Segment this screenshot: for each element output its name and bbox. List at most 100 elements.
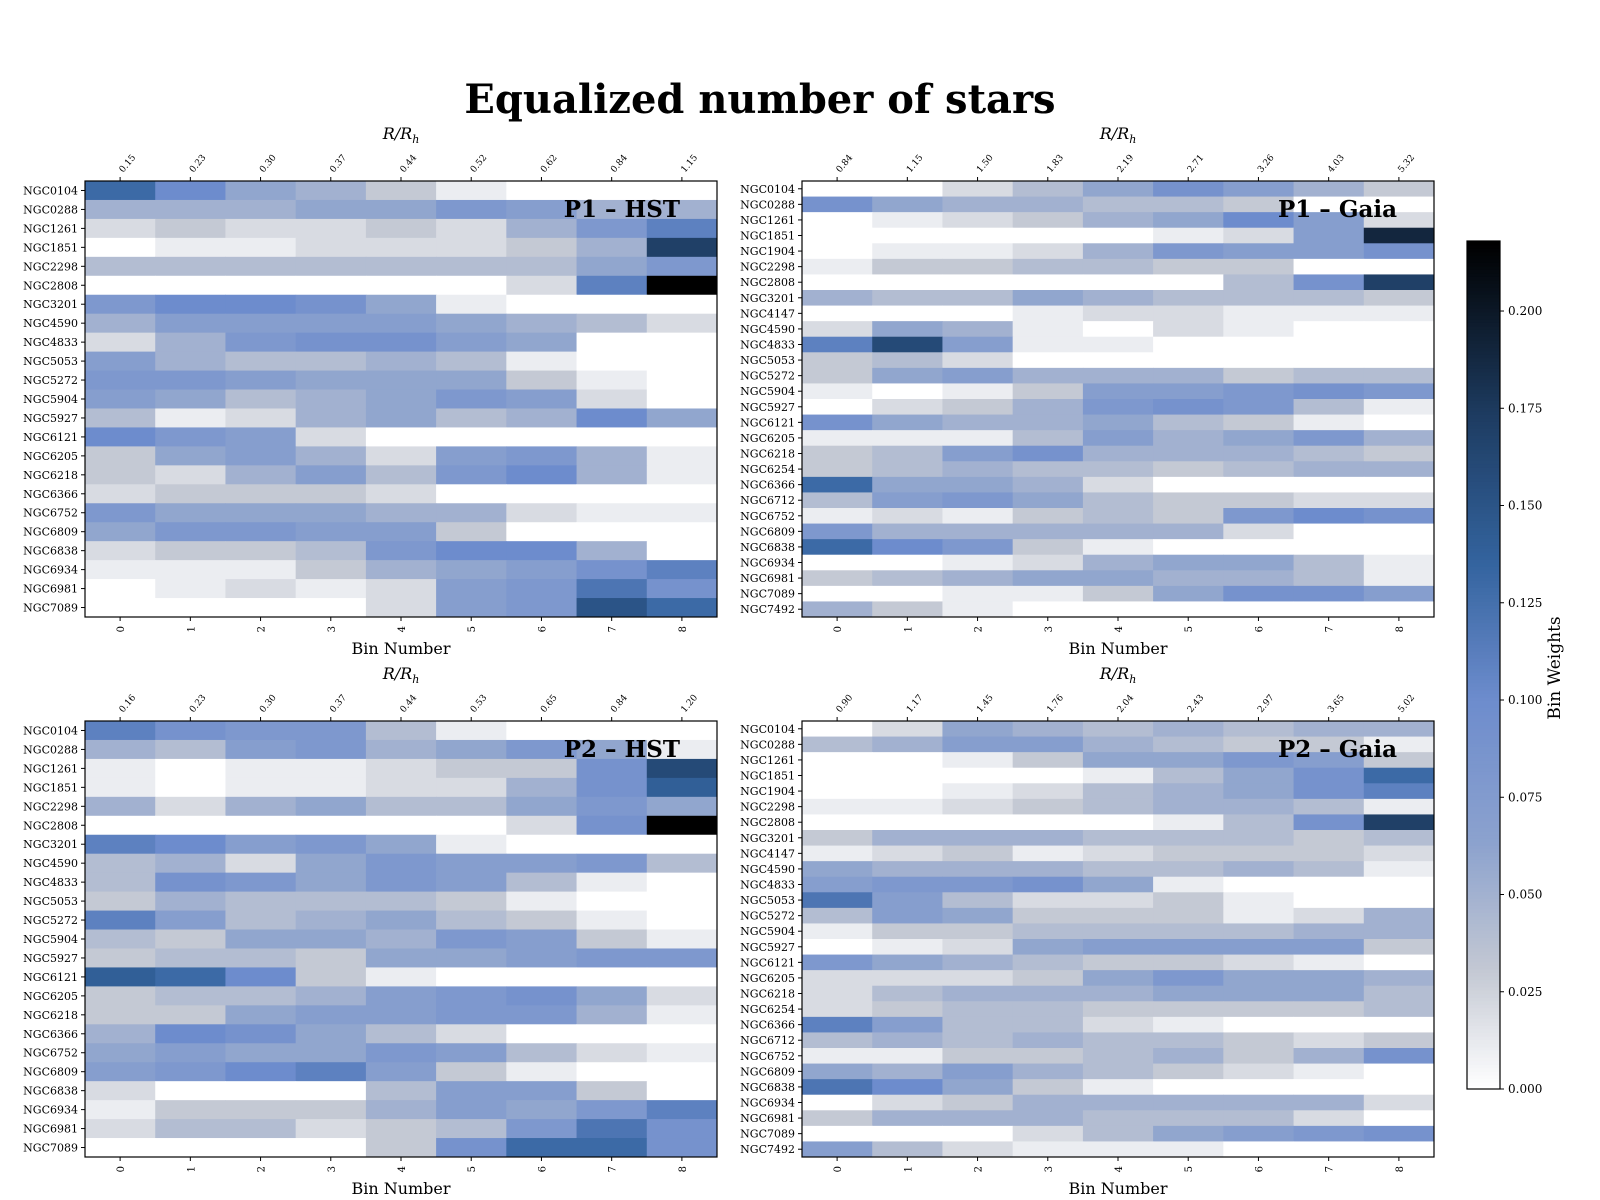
colorbar-segment xyxy=(1467,749,1500,754)
heatmap-cell xyxy=(802,798,873,815)
heatmap-cell xyxy=(802,539,873,556)
top-tick-label: 0.84 xyxy=(609,693,630,715)
heatmap-cell xyxy=(155,237,226,258)
heatmap-cell xyxy=(436,739,507,760)
heatmap-cell xyxy=(872,1001,943,1018)
heatmap-cell xyxy=(1293,1048,1365,1065)
heatmap-cell xyxy=(1223,181,1295,198)
heatmap-cell xyxy=(1363,352,1435,369)
colorbar-segment xyxy=(1467,580,1500,585)
heatmap-cell xyxy=(155,199,226,220)
heatmap-cell xyxy=(365,313,437,334)
heatmap-cell xyxy=(1153,1125,1224,1142)
colorbar-segment xyxy=(1467,255,1500,260)
y-tick-label: NGC4590 xyxy=(23,317,78,330)
heatmap-cell xyxy=(295,522,367,542)
heatmap-cell xyxy=(872,212,943,229)
heatmap-cell xyxy=(506,872,578,893)
colorbar-segment xyxy=(1467,332,1500,337)
heatmap-cell xyxy=(506,1005,578,1025)
heatmap-cell xyxy=(225,181,297,201)
y-tick-label: NGC6366 xyxy=(740,479,795,492)
heatmap-cell xyxy=(1012,1016,1084,1033)
heatmap-cell xyxy=(85,313,156,334)
y-tick-label: NGC6366 xyxy=(23,1028,78,1041)
heatmap-cell xyxy=(1223,290,1295,307)
colorbar-segment xyxy=(1467,354,1500,359)
heatmap-cell xyxy=(1363,539,1435,556)
y-tick-label: NGC6121 xyxy=(23,431,78,444)
heatmap-cell xyxy=(942,752,1014,769)
x-axis-label: Bin Number xyxy=(1068,639,1167,658)
heatmap-cell xyxy=(1082,258,1154,275)
colorbar-segment xyxy=(1467,898,1500,903)
heatmap-cell xyxy=(85,986,156,1006)
heatmap-cell xyxy=(365,389,437,409)
colorbar-segment xyxy=(1467,269,1500,274)
heatmap-cell xyxy=(872,539,943,556)
heatmap-cell xyxy=(1012,554,1084,571)
heatmap-cell xyxy=(225,579,297,599)
heatmap-cell xyxy=(436,256,507,277)
heatmap-cell xyxy=(85,967,156,987)
heatmap-cell xyxy=(506,522,578,542)
colorbar-segment xyxy=(1467,403,1500,408)
heatmap-cell xyxy=(506,560,578,580)
heatmap-cell xyxy=(225,541,297,561)
heatmap-cell xyxy=(436,1100,507,1120)
heatmap-cell xyxy=(1012,798,1084,815)
colorbar-segment xyxy=(1467,417,1500,422)
heatmap-cell xyxy=(1082,305,1154,322)
heatmap-cell xyxy=(1153,181,1224,198)
heatmap-cell xyxy=(365,351,437,372)
colorbar-segment xyxy=(1467,513,1500,518)
heatmap-cell xyxy=(802,830,873,847)
colorbar-segment xyxy=(1467,279,1500,284)
heatmap-cell xyxy=(506,256,578,277)
heatmap-cell xyxy=(872,274,943,291)
heatmap-cell xyxy=(1223,861,1295,878)
heatmap-cell xyxy=(365,294,437,315)
heatmap-cell xyxy=(576,370,648,391)
colorbar-segment xyxy=(1467,912,1500,917)
heatmap-cell xyxy=(225,1100,297,1120)
colorbar-segment xyxy=(1467,530,1500,535)
heatmap-cell xyxy=(1363,1048,1435,1065)
heatmap-cell xyxy=(1082,290,1154,307)
top-tick-label: 0.90 xyxy=(835,693,856,715)
heatmap-cell xyxy=(1223,554,1295,571)
heatmap-cell xyxy=(576,351,648,372)
heatmap-cell xyxy=(872,336,943,353)
colorbar-segment xyxy=(1467,1071,1500,1076)
y-tick-label: NGC6934 xyxy=(23,564,78,577)
heatmap-cell xyxy=(1363,570,1435,587)
heatmap-cell xyxy=(225,294,297,315)
heatmap-cell xyxy=(1293,876,1365,893)
colorbar-segment xyxy=(1467,672,1500,677)
heatmap-cell xyxy=(1012,430,1084,447)
colorbar-segment xyxy=(1467,315,1500,320)
x-tick-label: 6 xyxy=(1254,626,1265,632)
heatmap-cell xyxy=(872,845,943,862)
heatmap-cell xyxy=(1363,305,1435,322)
y-tick-label: NGC0288 xyxy=(23,203,78,216)
heatmap-cell xyxy=(436,758,507,779)
heatmap-cell xyxy=(365,370,437,391)
top-axis-label-subscript: h xyxy=(412,673,419,686)
heatmap-cell xyxy=(365,721,437,741)
top-tick-label: 0.16 xyxy=(118,693,139,715)
heatmap-cell xyxy=(295,237,367,258)
colorbar-tick-label: 0.175 xyxy=(1508,401,1542,415)
heatmap-cell xyxy=(576,503,648,523)
heatmap-cell xyxy=(646,721,718,741)
colorbar-tick-label: 0.025 xyxy=(1508,985,1542,999)
heatmap-cell xyxy=(155,1024,226,1044)
heatmap-cell xyxy=(576,1119,648,1139)
colorbar-segment xyxy=(1467,612,1500,617)
heatmap-cell xyxy=(1223,492,1295,509)
heatmap-cell xyxy=(1082,1094,1154,1111)
y-tick-label: NGC2808 xyxy=(23,279,78,292)
heatmap-cell xyxy=(1153,923,1224,940)
colorbar-segment xyxy=(1467,710,1500,716)
heatmap-cell xyxy=(1082,845,1154,862)
